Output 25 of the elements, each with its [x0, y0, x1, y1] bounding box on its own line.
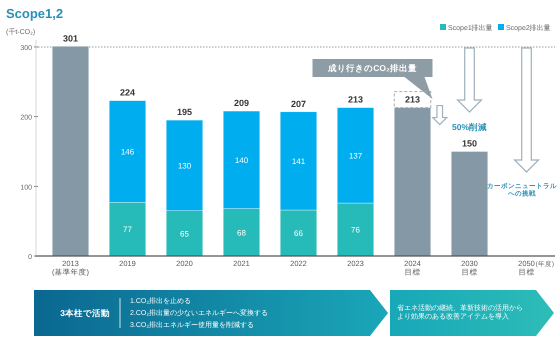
data-label: 130: [178, 161, 192, 170]
data-label: 213: [404, 94, 420, 105]
chart-title: Scope1,2: [6, 6, 64, 21]
data-label: 66: [294, 229, 304, 238]
data-label: 76: [351, 226, 360, 235]
data-label: 150: [462, 138, 478, 148]
bar: [394, 107, 432, 256]
data-label: 137: [348, 151, 363, 160]
annotation: 50%削減: [452, 122, 488, 132]
text: 3本柱で活動: [60, 308, 110, 318]
data-label: 77: [123, 225, 132, 234]
total-label: 224: [120, 88, 136, 98]
data-label: 65: [180, 229, 190, 238]
total-label: 195: [176, 107, 192, 118]
total-label: 213: [348, 94, 364, 105]
data-label: 141: [292, 156, 306, 166]
bar: [450, 151, 488, 256]
data-label: 68: [237, 228, 246, 238]
annotation: 成り行きのCO₂排出量: [327, 62, 417, 73]
data-label: 140: [234, 156, 249, 165]
data-label: 146: [120, 147, 135, 156]
total-label: 207: [290, 98, 306, 109]
bar: [52, 46, 90, 256]
data-label: 301: [62, 33, 78, 44]
total-label: 209: [234, 98, 250, 108]
